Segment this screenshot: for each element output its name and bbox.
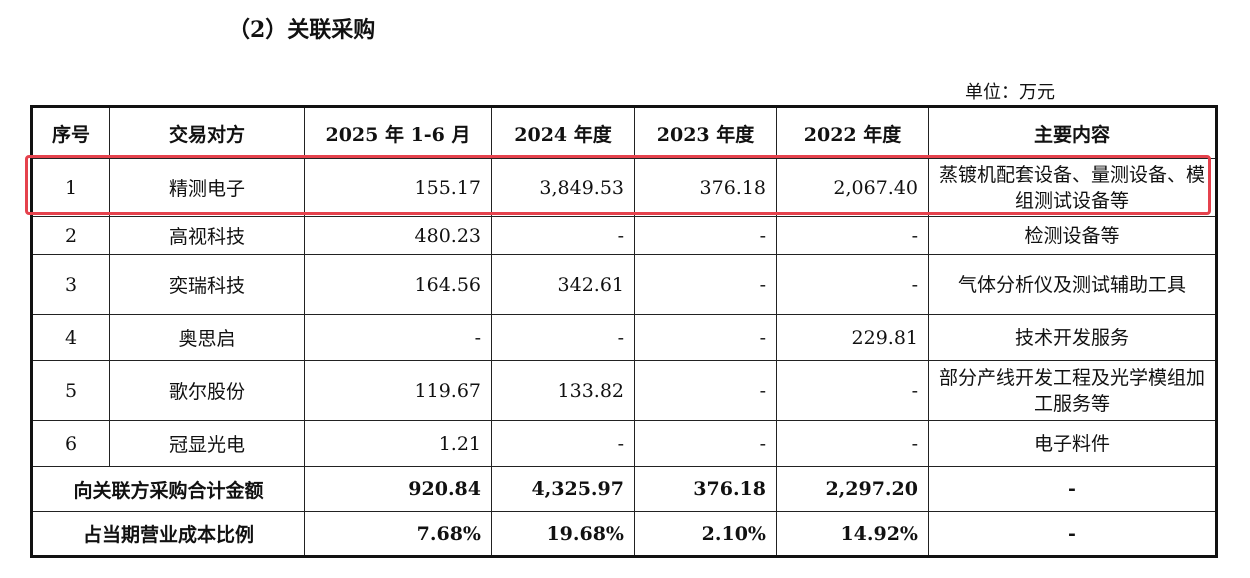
table-cell: 4: [31, 314, 110, 361]
table-row: 3 奕瑞科技 164.56 342.61- - 气体分析仪及测试辅助工具: [31, 254, 1217, 315]
table-row: 6 冠显光电 1.21- - - 电子料件: [31, 420, 1217, 467]
table-cell: 229.81: [776, 314, 929, 361]
column-header: 2024 年度: [491, 106, 635, 159]
table-cell: 119.67: [304, 360, 492, 421]
column-header: 2025 年 1-6 月: [304, 106, 492, 159]
table-cell: 电子料件: [928, 420, 1217, 467]
table-cell: -: [928, 466, 1217, 512]
section-title: （2）关联采购: [228, 17, 376, 43]
table-row: 2 高视科技 480.23- - - 检测设备等: [31, 216, 1217, 255]
related-purchase-table: 序号 交易对方 2025 年 1-6 月 2024 年度 2023 年度 2022 年度主…: [30, 105, 1218, 558]
table-cell: 920.84: [304, 466, 492, 512]
table-cell: 3,849.53: [491, 158, 635, 217]
table-cell: 4,325.97: [491, 466, 635, 512]
table-cell: 2.10%: [634, 511, 777, 557]
table-cell: 技术开发服务: [928, 314, 1217, 361]
table-cell: 7.68%: [304, 511, 492, 557]
table-cell: 蒸镀机配套设备、量测设备、模组测试设备等: [928, 158, 1217, 217]
table-cell: 奥思启: [109, 314, 305, 361]
table-cell: -: [634, 216, 777, 255]
table-cell: -: [491, 420, 635, 467]
table-cell: 1.21: [304, 420, 492, 467]
table-cell: 3: [31, 254, 110, 315]
table-cell: 376.18: [634, 466, 777, 512]
table-cell: -: [776, 254, 929, 315]
column-header: 2022 年度: [776, 106, 929, 159]
column-header: 2023 年度: [634, 106, 777, 159]
table-cell: 5: [31, 360, 110, 421]
table-cell: 480.23: [304, 216, 492, 255]
table-cell: -: [634, 420, 777, 467]
table-cell: -: [928, 511, 1217, 557]
column-header: 序号: [31, 106, 110, 159]
table-cell: 冠显光电: [109, 420, 305, 467]
table-cell: 155.17: [304, 158, 492, 217]
table-cell: 占当期营业成本比例: [31, 511, 305, 557]
table-cell: -: [634, 254, 777, 315]
column-header: 交易对方: [109, 106, 305, 159]
table-cell: 高视科技: [109, 216, 305, 255]
table-cell: 19.68%: [491, 511, 635, 557]
total-row: 向关联方采购合计金额 920.84 4,325.97 376.18 2,297.20-: [31, 466, 1217, 512]
table-cell: -: [776, 360, 929, 421]
table-row: 1 精测电子 155.17 3,849.53 376.18 2,067.40 蒸镀机配套设备…: [31, 158, 1217, 217]
table-cell: -: [304, 314, 492, 361]
column-header: 主要内容: [928, 106, 1217, 159]
table-cell: 2,297.20: [776, 466, 929, 512]
highlight-box: [25, 155, 1211, 215]
table-cell: 检测设备等: [928, 216, 1217, 255]
table-cell: 133.82: [491, 360, 635, 421]
table-cell: -: [776, 216, 929, 255]
table-cell: 2,067.40: [776, 158, 929, 217]
table-cell: -: [491, 216, 635, 255]
table-cell: 向关联方采购合计金额: [31, 466, 305, 512]
table-cell: -: [634, 360, 777, 421]
unit-label: 单位：万元: [965, 82, 1055, 103]
table-cell: -: [491, 314, 635, 361]
table-cell: 164.56: [304, 254, 492, 315]
header-row: 序号 交易对方 2025 年 1-6 月 2024 年度 2023 年度 2022 年度主…: [31, 106, 1217, 159]
table-cell: 奕瑞科技: [109, 254, 305, 315]
ratio-row: 占当期营业成本比例 7.68% 19.68% 2.10% 14.92% -: [31, 511, 1217, 557]
table-cell: 6: [31, 420, 110, 467]
table-cell: 14.92%: [776, 511, 929, 557]
table-cell: 精测电子: [109, 158, 305, 217]
table-cell: 342.61: [491, 254, 635, 315]
table-row: 5 歌尔股份 119.67 133.82- - 部分产线开发工程及光学模组加工服务等: [31, 360, 1217, 421]
table-cell: -: [776, 420, 929, 467]
table-cell: 气体分析仪及测试辅助工具: [928, 254, 1217, 315]
table-cell: 2: [31, 216, 110, 255]
table-cell: 歌尔股份: [109, 360, 305, 421]
table-row: 4 奥思启 - - -229.81 技术开发服务: [31, 314, 1217, 361]
table-cell: 1: [31, 158, 110, 217]
table-cell: 部分产线开发工程及光学模组加工服务等: [928, 360, 1217, 421]
table-cell: -: [634, 314, 777, 361]
